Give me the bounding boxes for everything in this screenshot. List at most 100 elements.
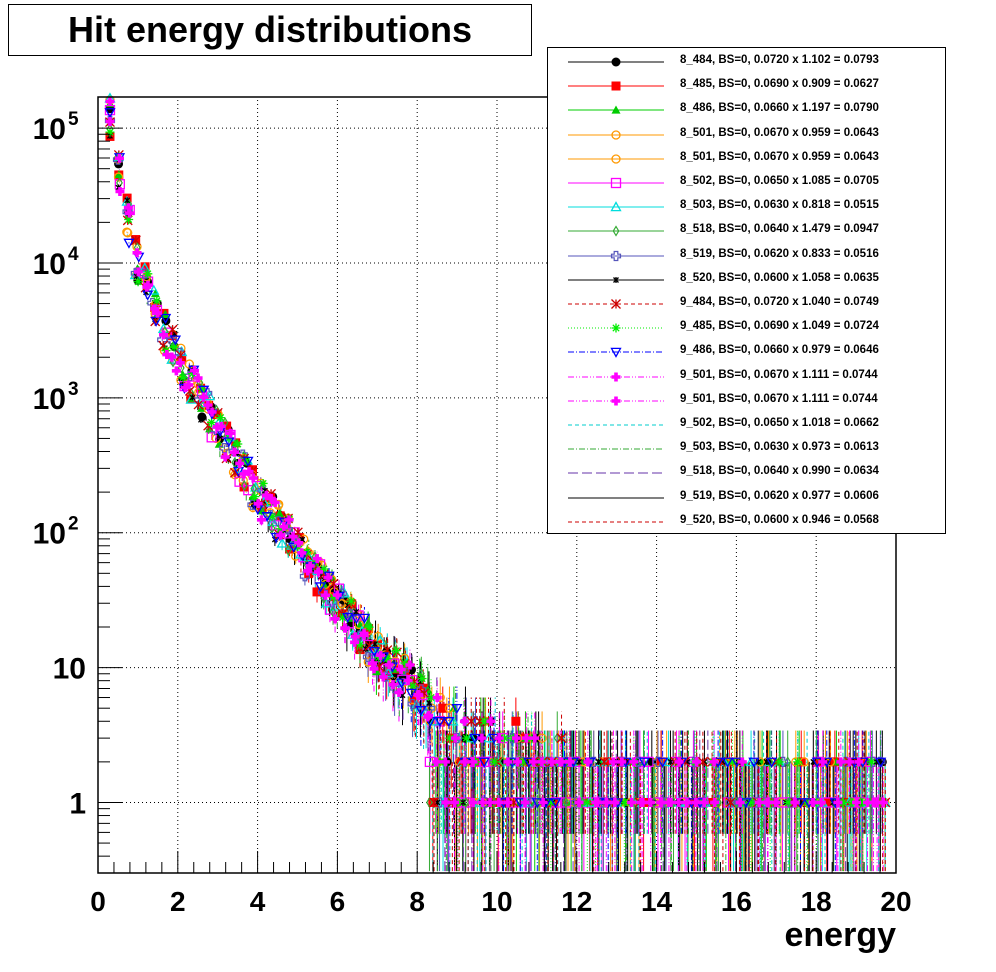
marker: [709, 757, 719, 767]
legend-entry: 8_503, BS=0, 0.0630 x 0.818 = 0.0515: [548, 195, 945, 219]
marker: [358, 613, 371, 624]
y-tick-label: 10: [53, 653, 86, 686]
marker: [674, 797, 684, 807]
marker: [140, 262, 150, 272]
marker: [368, 658, 378, 668]
legend-label: 8_501, BS=0, 0.0670 x 0.959 = 0.0643: [680, 150, 879, 163]
marker: [403, 676, 413, 686]
marker: [143, 269, 153, 279]
marker: [417, 674, 427, 684]
marker: [123, 238, 135, 249]
marker: [328, 578, 339, 589]
marker: [330, 614, 340, 624]
marker: [159, 313, 172, 324]
marker: [258, 478, 268, 488]
marker: [854, 757, 864, 767]
legend-symbol: [568, 57, 664, 67]
legend-entry: 8_501, BS=0, 0.0670 x 0.959 = 0.0643: [548, 123, 945, 147]
marker: [699, 797, 709, 807]
marker: [667, 758, 674, 765]
marker: [432, 757, 442, 767]
marker: [838, 797, 848, 807]
legend-label: 9_520, BS=0, 0.0600 x 0.946 = 0.0568: [680, 513, 879, 526]
marker: [193, 373, 203, 383]
legend-entry: 8_518, BS=0, 0.0640 x 1.479 = 0.0947: [548, 219, 945, 243]
marker: [546, 797, 556, 807]
marker: [114, 153, 124, 163]
legend-symbol: [568, 81, 664, 91]
series-14: [105, 116, 888, 807]
marker: [355, 640, 365, 650]
legend-entry: 8_519, BS=0, 0.0620 x 0.833 = 0.0516: [548, 244, 945, 268]
marker: [610, 177, 622, 189]
x-tick-label: 20: [880, 886, 911, 917]
marker: [270, 532, 282, 543]
marker: [276, 530, 286, 540]
x-tick-label: 10: [481, 886, 512, 917]
marker: [174, 347, 186, 358]
x-tick-label: 18: [801, 886, 832, 917]
marker: [610, 797, 620, 807]
marker: [426, 796, 433, 809]
marker: [793, 757, 803, 767]
legend-entry: 9_502, BS=0, 0.0650 x 1.018 = 0.0662: [548, 413, 945, 437]
marker: [244, 467, 254, 477]
legend-entry: 8_484, BS=0, 0.0720 x 1.102 = 0.0793: [548, 50, 945, 74]
marker: [350, 632, 360, 642]
legend-symbol: [568, 521, 664, 523]
marker: [725, 797, 736, 808]
legend-symbol: [568, 448, 664, 450]
legend-label: 8_518, BS=0, 0.0640 x 1.479 = 0.0947: [680, 223, 879, 236]
marker: [410, 699, 423, 710]
marker: [105, 116, 115, 126]
marker: [150, 304, 160, 314]
marker: [162, 350, 172, 360]
marker: [374, 634, 386, 645]
marker: [813, 757, 823, 767]
marker: [490, 757, 500, 767]
marker: [611, 105, 621, 114]
marker: [610, 250, 622, 261]
marker: [346, 596, 356, 606]
marker: [171, 366, 181, 376]
marker: [368, 646, 380, 658]
marker: [556, 733, 567, 744]
marker: [253, 499, 263, 509]
marker: [288, 542, 300, 553]
marker: [818, 757, 828, 767]
marker: [220, 452, 230, 462]
marker: [613, 276, 619, 283]
marker: [130, 235, 141, 246]
marker: [288, 532, 298, 542]
marker: [459, 799, 466, 806]
marker: [342, 612, 354, 624]
x-tick-label: 14: [641, 886, 673, 917]
legend-label: 8_485, BS=0, 0.0690 x 0.909 = 0.0627: [680, 78, 879, 91]
marker: [468, 797, 478, 807]
marker: [710, 797, 720, 807]
legend-entry: 8_520, BS=0, 0.0600 x 1.058 = 0.0635: [548, 268, 945, 292]
data-points: [104, 92, 891, 809]
marker: [771, 797, 781, 807]
marker: [373, 639, 383, 649]
marker: [345, 609, 356, 620]
marker: [270, 497, 280, 507]
marker: [197, 384, 207, 394]
marker: [538, 797, 548, 807]
marker: [125, 208, 135, 218]
x-tick-label: 8: [409, 886, 425, 917]
marker: [242, 456, 254, 467]
marker: [611, 372, 621, 382]
marker: [627, 797, 637, 807]
marker: [223, 437, 235, 448]
marker: [362, 651, 374, 663]
y-tick-exponent: 2: [68, 514, 79, 535]
marker: [610, 201, 622, 212]
marker: [407, 698, 418, 710]
marker: [350, 637, 360, 647]
marker: [275, 524, 285, 534]
legend-label: 9_486, BS=0, 0.0660 x 0.979 = 0.0646: [680, 344, 879, 357]
marker: [664, 797, 674, 807]
legend-label: 8_486, BS=0, 0.0660 x 1.197 = 0.0790: [680, 102, 879, 115]
